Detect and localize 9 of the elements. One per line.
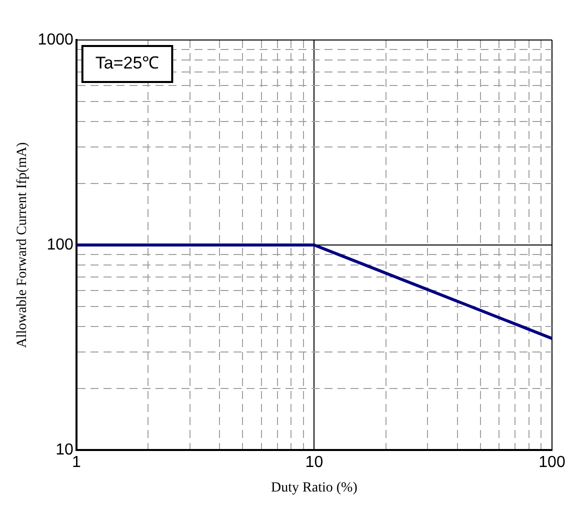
x-tick-label: 100 (538, 454, 566, 472)
x-axis-title: Duty Ratio (%) (271, 480, 358, 496)
x-tick-label: 10 (305, 454, 324, 472)
y-tick-label: 1000 (38, 31, 74, 48)
y-tick-label: 10 (56, 441, 74, 458)
x-tick-label: 1 (72, 454, 81, 472)
y-axis-title: Allowable Forward Current Ifp(mA) (15, 142, 30, 348)
y-tick-label: 100 (46, 236, 74, 254)
annotation: Ta=25℃ (95, 54, 160, 73)
